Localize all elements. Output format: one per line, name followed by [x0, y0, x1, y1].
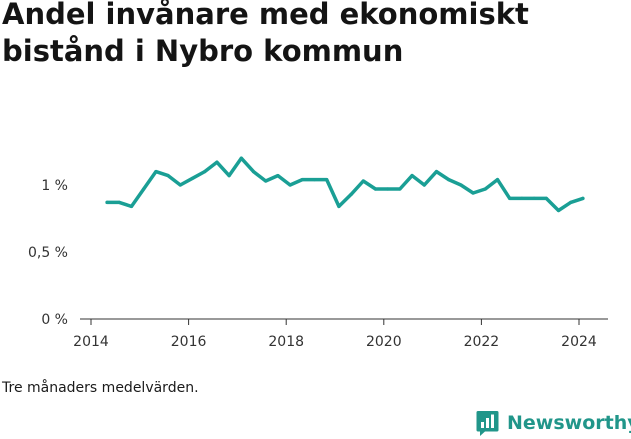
data-point — [556, 208, 561, 213]
y-axis-ticks: 0 % 0,5 % 1 % — [28, 178, 68, 328]
data-point — [325, 178, 329, 182]
data-point — [569, 200, 573, 204]
data-point — [447, 178, 451, 182]
data-point — [300, 178, 304, 182]
data-point — [520, 196, 524, 200]
data-point — [105, 200, 109, 204]
data-point — [251, 170, 256, 174]
data-point — [117, 200, 121, 204]
data-point — [386, 187, 390, 191]
data-point — [142, 187, 146, 191]
series-layer — [105, 156, 585, 213]
x-tick-label: 2020 — [366, 334, 402, 350]
data-point — [422, 183, 426, 187]
data-point — [276, 174, 280, 178]
y-tick-label: 0 % — [41, 312, 68, 328]
data-point — [312, 178, 317, 182]
data-point — [129, 204, 134, 208]
data-point — [154, 170, 158, 174]
brand-name: Newsworthy — [507, 412, 631, 434]
y-tick-label: 0,5 % — [28, 245, 68, 261]
data-point — [166, 174, 170, 178]
chart-caption: Tre månaders medelvärden. — [2, 380, 199, 396]
data-point — [495, 178, 500, 182]
data-point — [471, 191, 475, 195]
data-point — [203, 170, 207, 174]
data-point — [264, 179, 268, 183]
data-point — [239, 156, 243, 160]
data-point — [178, 183, 182, 187]
data-point — [544, 196, 548, 200]
data-point — [398, 187, 402, 191]
data-point — [215, 160, 219, 164]
x-tick-label: 2024 — [561, 334, 597, 350]
chart-title: Andel invånare med ekonomiskt bistånd i … — [2, 0, 529, 68]
data-point — [288, 183, 292, 187]
x-tick-label: 2022 — [464, 334, 500, 350]
data-point — [459, 183, 463, 187]
data-point — [337, 204, 341, 208]
x-tick-label: 2014 — [73, 334, 109, 350]
y-tick-label: 1 % — [41, 178, 68, 194]
data-point — [581, 196, 585, 200]
data-point — [410, 174, 414, 178]
data-point — [532, 196, 536, 200]
data-point — [373, 187, 378, 191]
data-point — [434, 170, 439, 174]
data-point — [190, 176, 195, 180]
data-point — [227, 174, 231, 178]
series-line — [105, 156, 585, 213]
brand-logo-group: Newsworthy — [476, 408, 631, 438]
x-tick-label: 2018 — [268, 334, 304, 350]
x-axis: 2014 2016 2018 2020 2022 2024 — [73, 318, 608, 350]
data-point — [508, 196, 512, 200]
data-point — [361, 179, 365, 183]
data-point — [483, 187, 487, 191]
bar-chart-speech-bubble-icon — [476, 410, 499, 436]
data-point — [349, 192, 353, 196]
x-tick-label: 2016 — [171, 334, 207, 350]
